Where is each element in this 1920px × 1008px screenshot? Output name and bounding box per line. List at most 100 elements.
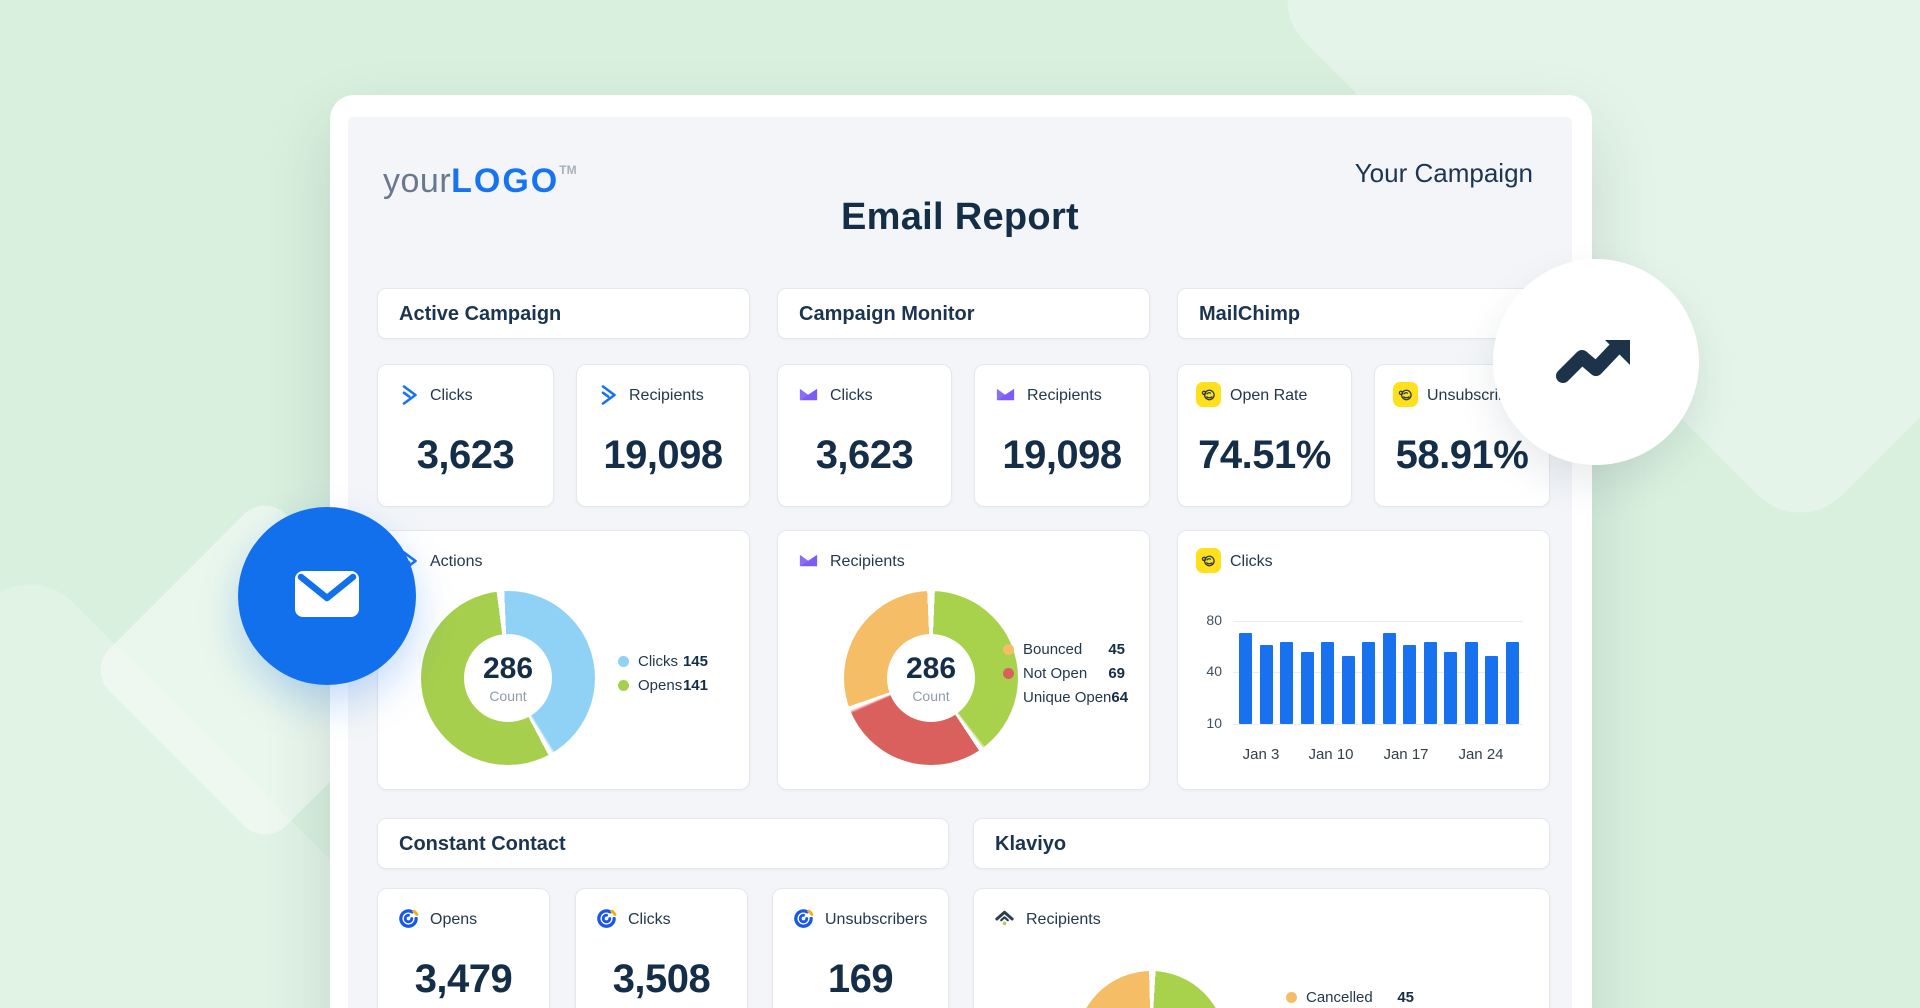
bar [1505,641,1519,724]
section-header-constant-contact: Constant Contact [377,818,949,869]
trend-circle-badge [1493,259,1699,465]
stat-value: 3,479 [414,957,513,1001]
legend-value: 45 [1108,640,1125,658]
legend-value: 145 [682,652,708,670]
legend-value: 45 [1397,988,1414,1006]
activecampaign-icon [396,382,421,407]
x-axis-tick: Jan 3 [1242,746,1280,763]
stat-label: Recipients [1027,387,1102,404]
bar [1403,644,1417,724]
bar [1382,632,1396,724]
legend-value: 69 [1108,664,1125,682]
section-header-active-campaign: Active Campaign [377,288,750,339]
legend-item: Bounced 45 [1003,637,1125,661]
logo-text-bold: LOGO [451,162,560,200]
stat-card-cm-clicks: Clicks 3,623 [777,364,952,507]
section-header-campaign-monitor: Campaign Monitor [777,288,1150,339]
stat-value: 3,623 [815,433,914,477]
chart-card-actions: Actions 286 Count Clicks 145 Opens 141 [377,530,750,790]
campaign-monitor-icon [993,382,1018,407]
bar [1259,644,1273,724]
bar [1321,641,1335,724]
stat-value: 74.51% [1198,433,1331,477]
chart-card-klaviyo-recipients: Recipients Cancelled 45 [973,888,1550,1008]
x-axis-tick: Jan 17 [1383,746,1429,763]
chart-title: Recipients [1026,911,1101,928]
legend-dot [618,679,629,691]
y-axis-tick: 80 [1206,612,1222,628]
donut-center-label: Count [912,688,950,704]
constant-contact-icon [594,906,619,931]
page-title: Email Report [841,196,1079,238]
bar [1444,651,1458,724]
clicks-bar-chart [1239,621,1519,724]
stat-value: 19,098 [603,433,723,477]
legend-dot [1003,667,1014,679]
klaviyo-icon [992,906,1017,931]
legend-dot [1286,991,1297,1003]
chart-card-clicks: Clicks 80 40 10 Jan 3 Jan 10 Jan 17 Jan … [1177,530,1550,790]
legend-item: Cancelled 45 [1286,985,1414,1008]
klaviyo-legend: Cancelled 45 [1286,985,1414,1008]
chart-card-recipients: Recipients 286 Count Bounced 45 Not Open… [777,530,1150,790]
stat-card-ac-recipients: Recipients 19,098 [576,364,750,507]
legend-label: Clicks [638,652,678,670]
y-axis-tick: 40 [1206,663,1222,679]
donut-center-label: Count [489,688,527,704]
bar [1280,641,1294,724]
stat-label: Clicks [830,387,873,404]
donut-center-value: 286 [482,652,534,685]
bar [1300,651,1314,724]
x-axis-tick: Jan 24 [1458,746,1504,763]
trademark-mark: TM [559,163,577,177]
section-header-klaviyo: Klaviyo [973,818,1550,869]
legend-dot [1003,691,1014,703]
stat-label: Clicks [430,387,473,404]
stat-value: 19,098 [1002,433,1122,477]
stat-value: 169 [827,957,894,1001]
bar [1239,632,1252,724]
stat-value: 58.91% [1395,433,1529,477]
legend-dot [618,655,629,667]
stat-card-cc-opens: Opens 3,479 [377,888,550,1008]
constant-contact-icon [791,906,816,931]
legend-value: 64 [1111,688,1129,706]
stat-value: 3,508 [612,957,711,1001]
actions-legend: Clicks 145 Opens 141 [618,649,708,697]
legend-label: Bounced [1023,640,1083,658]
stat-card-cc-unsubscribers: Unsubscribers 169 [772,888,949,1008]
bar [1485,656,1499,724]
legend-label: Unique Open [1023,688,1112,706]
actions-donut-chart: 286 Count [421,591,595,765]
bar [1423,641,1437,724]
legend-item: Opens 141 [618,673,708,697]
stat-card-mc-open-rate: Open Rate 74.51% [1177,364,1352,507]
campaign-monitor-icon [796,382,821,407]
stat-card-ac-clicks: Clicks 3,623 [377,364,554,507]
chart-title: Actions [430,553,483,570]
stat-label: Open Rate [1230,387,1308,404]
klaviyo-donut-chart [1076,971,1226,1008]
stat-label: Recipients [629,387,704,404]
stat-label: Unsubscribers [825,911,928,928]
constant-contact-icon [396,906,421,931]
mailchimp-icon [1196,548,1221,573]
legend-value: 141 [682,676,708,694]
envelope-icon [294,569,360,624]
mailchimp-icon [1393,382,1418,407]
bar [1464,641,1478,724]
chart-title: Clicks [1230,553,1273,570]
stat-card-cc-clicks: Clicks 3,508 [575,888,748,1008]
legend-label: Opens [638,676,683,694]
stat-card-cm-recipients: Recipients 19,098 [974,364,1150,507]
legend-item: Not Open 69 [1003,661,1125,685]
stat-card-mc-unsubscribers: Unsubscribers 58.91% [1374,364,1550,507]
legend-dot [1003,643,1014,655]
trending-up-icon [1553,328,1639,397]
stat-label: Clicks [628,911,671,928]
gridline-10 [1233,724,1523,725]
campaign-monitor-icon [796,548,821,573]
activecampaign-icon [595,382,620,407]
legend-item: Clicks 145 [618,649,708,673]
